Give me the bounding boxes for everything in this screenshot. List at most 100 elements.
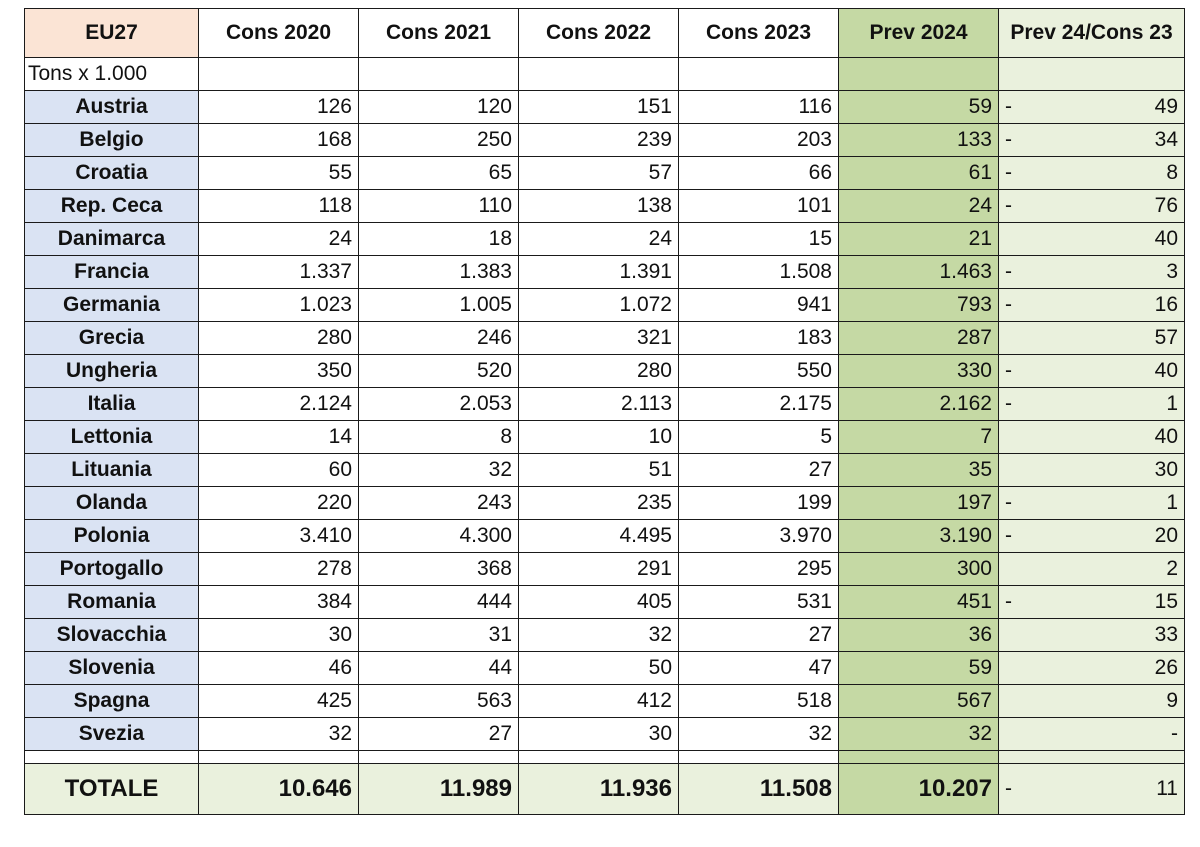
value-cell[interactable]: 46 bbox=[198, 651, 359, 685]
value-cell[interactable]: 941 bbox=[678, 288, 839, 322]
value-cell[interactable]: 50 bbox=[518, 651, 679, 685]
diff-cell[interactable]: -1 bbox=[998, 387, 1185, 421]
empty-cell[interactable] bbox=[998, 750, 1185, 764]
value-cell[interactable]: 168 bbox=[198, 123, 359, 157]
diff-cell[interactable]: - 16 bbox=[998, 288, 1185, 322]
value-cell[interactable]: 280 bbox=[518, 354, 679, 388]
empty-cell[interactable] bbox=[678, 57, 839, 91]
country-cell[interactable]: Ungheria bbox=[24, 354, 199, 388]
value-cell[interactable]: 3.970 bbox=[678, 519, 839, 553]
value-cell[interactable]: 65 bbox=[358, 156, 519, 190]
value-cell[interactable]: 47 bbox=[678, 651, 839, 685]
country-cell[interactable]: Spagna bbox=[24, 684, 199, 718]
value-cell[interactable]: 412 bbox=[518, 684, 679, 718]
country-cell[interactable]: Austria bbox=[24, 90, 199, 124]
value-cell[interactable]: 8 bbox=[358, 420, 519, 454]
value-cell[interactable]: 60 bbox=[198, 453, 359, 487]
prev-2024-cell[interactable]: 451 bbox=[838, 585, 999, 619]
total-value-cell[interactable]: 10.646 bbox=[198, 763, 359, 815]
empty-cell[interactable] bbox=[198, 750, 359, 764]
value-cell[interactable]: 151 bbox=[518, 90, 679, 124]
value-cell[interactable]: 32 bbox=[518, 618, 679, 652]
value-cell[interactable]: 27 bbox=[678, 453, 839, 487]
value-cell[interactable]: 32 bbox=[678, 717, 839, 751]
value-cell[interactable]: 235 bbox=[518, 486, 679, 520]
prev-2024-cell[interactable]: 59 bbox=[838, 90, 999, 124]
diff-cell[interactable]: 26 bbox=[998, 651, 1185, 685]
value-cell[interactable]: 2.175 bbox=[678, 387, 839, 421]
empty-cell[interactable] bbox=[678, 750, 839, 764]
country-cell[interactable]: Romania bbox=[24, 585, 199, 619]
units-label-cell[interactable]: Tons x 1.000 bbox=[24, 57, 199, 91]
prev-2024-cell[interactable]: 59 bbox=[838, 651, 999, 685]
value-cell[interactable]: 30 bbox=[198, 618, 359, 652]
prev-2024-cell[interactable]: 32 bbox=[838, 717, 999, 751]
value-cell[interactable]: 321 bbox=[518, 321, 679, 355]
value-cell[interactable]: 405 bbox=[518, 585, 679, 619]
value-cell[interactable]: 425 bbox=[198, 684, 359, 718]
value-cell[interactable]: 27 bbox=[358, 717, 519, 751]
prev-2024-cell[interactable]: 7 bbox=[838, 420, 999, 454]
value-cell[interactable]: 31 bbox=[358, 618, 519, 652]
country-cell[interactable]: Svezia bbox=[24, 717, 199, 751]
value-cell[interactable]: 2.113 bbox=[518, 387, 679, 421]
value-cell[interactable]: 5 bbox=[678, 420, 839, 454]
value-cell[interactable]: 1.383 bbox=[358, 255, 519, 289]
value-cell[interactable]: 199 bbox=[678, 486, 839, 520]
total-value-cell[interactable]: 11.989 bbox=[358, 763, 519, 815]
total-label-cell[interactable]: TOTALE bbox=[24, 763, 199, 815]
value-cell[interactable]: 250 bbox=[358, 123, 519, 157]
header-cell[interactable]: Cons 2023 bbox=[678, 8, 839, 58]
value-cell[interactable]: 278 bbox=[198, 552, 359, 586]
diff-cell[interactable]: - bbox=[998, 717, 1185, 751]
prev-2024-cell[interactable]: 2.162 bbox=[838, 387, 999, 421]
prev-2024-cell[interactable]: 21 bbox=[838, 222, 999, 256]
prev-2024-cell[interactable]: 36 bbox=[838, 618, 999, 652]
value-cell[interactable]: 1.072 bbox=[518, 288, 679, 322]
value-cell[interactable]: 520 bbox=[358, 354, 519, 388]
header-cell[interactable]: Cons 2022 bbox=[518, 8, 679, 58]
country-cell[interactable]: Polonia bbox=[24, 519, 199, 553]
value-cell[interactable]: 10 bbox=[518, 420, 679, 454]
value-cell[interactable]: 291 bbox=[518, 552, 679, 586]
value-cell[interactable]: 1.337 bbox=[198, 255, 359, 289]
country-cell[interactable]: Croatia bbox=[24, 156, 199, 190]
country-cell[interactable]: Germania bbox=[24, 288, 199, 322]
prev-2024-cell[interactable]: 300 bbox=[838, 552, 999, 586]
prev-2024-cell[interactable]: 24 bbox=[838, 189, 999, 223]
diff-cell[interactable]: 40 bbox=[998, 222, 1185, 256]
diff-cell[interactable]: 57 bbox=[998, 321, 1185, 355]
diff-cell[interactable]: 40 bbox=[998, 420, 1185, 454]
value-cell[interactable]: 4.300 bbox=[358, 519, 519, 553]
value-cell[interactable]: 120 bbox=[358, 90, 519, 124]
diff-cell[interactable]: - 34 bbox=[998, 123, 1185, 157]
prev-2024-cell[interactable]: 61 bbox=[838, 156, 999, 190]
value-cell[interactable]: 32 bbox=[358, 453, 519, 487]
diff-cell[interactable]: -8 bbox=[998, 156, 1185, 190]
diff-cell[interactable]: -1 bbox=[998, 486, 1185, 520]
corner-label-cell[interactable]: EU27 bbox=[24, 8, 199, 58]
country-cell[interactable]: Belgio bbox=[24, 123, 199, 157]
diff-cell[interactable]: 9 bbox=[998, 684, 1185, 718]
diff-cell[interactable]: 33 bbox=[998, 618, 1185, 652]
value-cell[interactable]: 14 bbox=[198, 420, 359, 454]
prev-2024-cell[interactable]: 1.463 bbox=[838, 255, 999, 289]
value-cell[interactable]: 51 bbox=[518, 453, 679, 487]
value-cell[interactable]: 118 bbox=[198, 189, 359, 223]
value-cell[interactable]: 30 bbox=[518, 717, 679, 751]
total-value-cell[interactable]: 11.936 bbox=[518, 763, 679, 815]
value-cell[interactable]: 183 bbox=[678, 321, 839, 355]
prev-2024-cell[interactable]: 567 bbox=[838, 684, 999, 718]
country-cell[interactable]: Rep. Ceca bbox=[24, 189, 199, 223]
country-cell[interactable]: Slovacchia bbox=[24, 618, 199, 652]
value-cell[interactable]: 55 bbox=[198, 156, 359, 190]
diff-cell[interactable]: - 20 bbox=[998, 519, 1185, 553]
prev-2024-cell[interactable]: 3.190 bbox=[838, 519, 999, 553]
empty-cell[interactable] bbox=[838, 750, 999, 764]
value-cell[interactable]: 220 bbox=[198, 486, 359, 520]
empty-cell[interactable] bbox=[24, 750, 199, 764]
country-cell[interactable]: Lituania bbox=[24, 453, 199, 487]
value-cell[interactable]: 24 bbox=[198, 222, 359, 256]
value-cell[interactable]: 24 bbox=[518, 222, 679, 256]
value-cell[interactable]: 1.005 bbox=[358, 288, 519, 322]
